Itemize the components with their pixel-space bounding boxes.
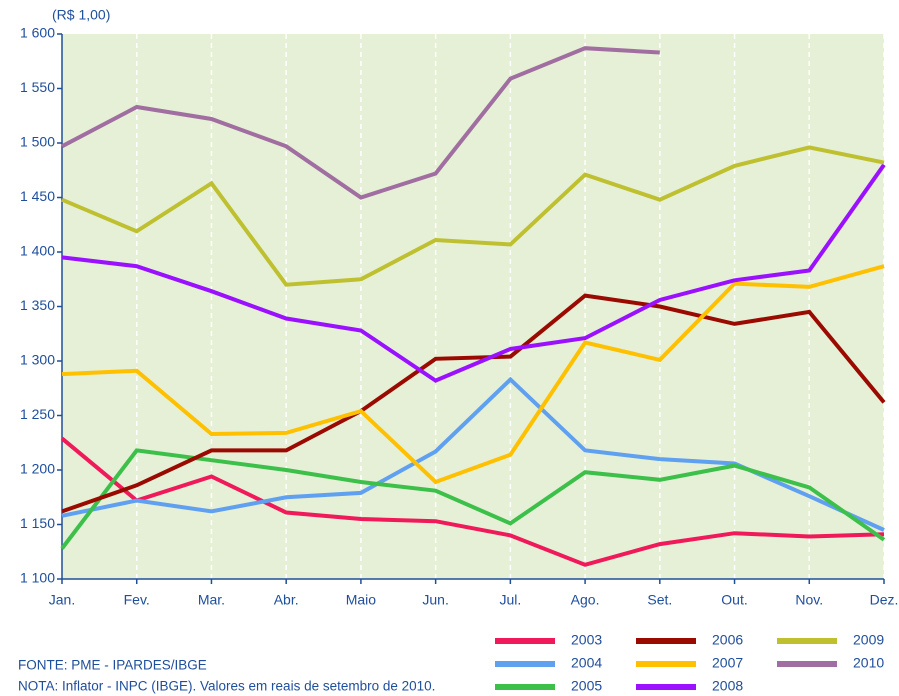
legend-label: 2007	[712, 655, 743, 671]
note: NOTA: Inflator - INPC (IBGE). Valores em…	[18, 679, 435, 694]
x-tick-label: Jul.	[499, 592, 521, 608]
series-line	[61, 264, 885, 485]
y-tick-label: 1 350	[20, 297, 55, 313]
y-tick-label: 1 400	[20, 243, 55, 259]
series-line	[61, 163, 886, 383]
legend-label: 2010	[853, 655, 884, 671]
legend-label: 2009	[853, 632, 884, 648]
x-tick-label: Jan.	[49, 592, 75, 608]
x-tick-label: Out.	[721, 592, 747, 608]
y-tick-label: 1 500	[20, 134, 55, 150]
y-tick-label: 1 550	[20, 79, 55, 95]
series-line	[60, 448, 886, 550]
series-line	[61, 46, 660, 200]
x-tick-label: Set.	[647, 592, 672, 608]
y-tick-label: 1 600	[20, 25, 55, 41]
x-tick-label: Jun.	[422, 592, 448, 608]
x-tick-label: Mar.	[198, 592, 225, 608]
x-tick-label: Dez.	[870, 592, 899, 608]
y-tick-label: 1 200	[20, 461, 55, 477]
legend-label: 2006	[712, 632, 743, 648]
y-axis-label: (R$ 1,00)	[52, 7, 110, 23]
y-tick-label: 1 300	[20, 352, 55, 368]
x-tick-label: Maio	[346, 592, 377, 608]
legend-label: 2004	[571, 655, 602, 671]
series-line	[61, 145, 885, 287]
series-line	[61, 293, 886, 514]
y-tick-label: 1 100	[20, 570, 55, 586]
legend-label: 2005	[571, 678, 602, 694]
y-tick-label: 1 450	[20, 188, 55, 204]
series-line	[60, 436, 885, 567]
x-tick-label: Abr.	[274, 592, 299, 608]
x-tick-label: Nov.	[795, 592, 823, 608]
y-tick-label: 1 150	[20, 515, 55, 531]
legend-label: 2003	[571, 632, 602, 648]
x-tick-label: Ago.	[571, 592, 600, 608]
source: FONTE: PME - IPARDES/IBGE	[18, 658, 207, 673]
y-tick-label: 1 250	[20, 406, 55, 422]
legend-label: 2008	[712, 678, 743, 694]
x-tick-label: Fev.	[124, 592, 150, 608]
